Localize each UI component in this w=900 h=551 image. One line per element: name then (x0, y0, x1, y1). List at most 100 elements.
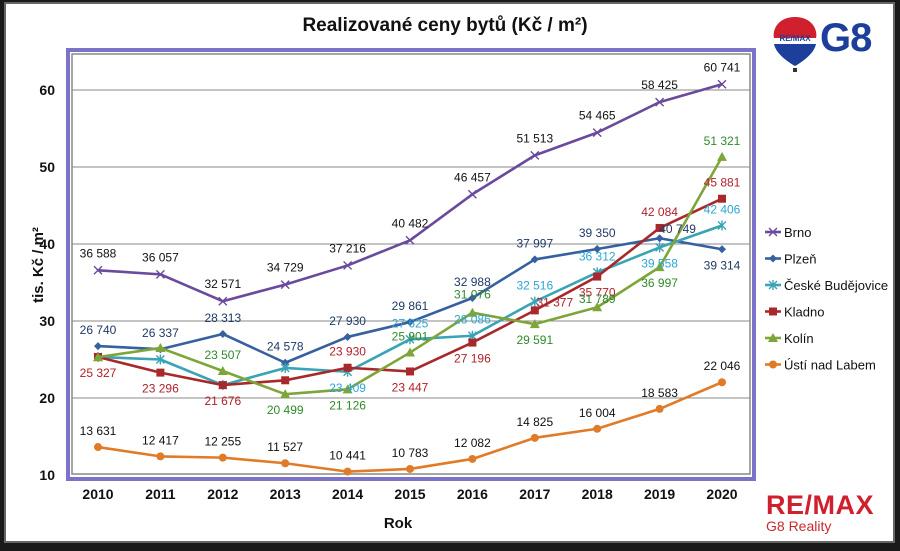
x-marker (655, 97, 665, 107)
x-axis-ticks: 2010 2011 2012 2013 2014 2015 2016 2017 2018 2019… (82, 486, 737, 502)
data-label: 45 881 (704, 176, 741, 190)
legend-item: Plzeň (765, 252, 817, 267)
data-label: 60 741 (704, 60, 741, 74)
square-marker (655, 223, 664, 232)
circle-marker (468, 454, 477, 463)
diamond-marker (281, 358, 290, 367)
data-label: 51 321 (704, 134, 741, 148)
legend-label: Brno (784, 225, 811, 240)
data-label: 36 312 (579, 249, 616, 263)
data-label: 32 988 (454, 275, 491, 289)
legend-item: Ústí nad Labem (765, 358, 876, 373)
data-label: 18 583 (641, 386, 678, 400)
data-label: 23 409 (329, 381, 366, 395)
data-label: 10 441 (329, 449, 366, 463)
data-label: 25 901 (392, 330, 429, 344)
legend-item: Kladno (765, 305, 824, 320)
circle-marker (406, 464, 414, 473)
series-kladno (94, 194, 726, 390)
star-marker (768, 280, 778, 290)
data-label: 54 465 (579, 109, 616, 123)
data-label: 36 588 (80, 246, 117, 260)
legend: Brno Plzeň České Budějovice Kladno Kolín Ústí… (765, 225, 888, 373)
triangle-marker (93, 352, 103, 362)
y-tick-label: 30 (39, 313, 55, 329)
chart-title: Realizované ceny bytů (Kč / m²) (302, 15, 587, 36)
diamond-marker (406, 318, 414, 327)
remax-g8-reality-logo: RE/MAX G8 Reality (760, 490, 895, 540)
remax-wordmark: RE/MAX (766, 490, 875, 520)
diamond-marker (530, 255, 539, 264)
x-marker (717, 79, 727, 89)
square-marker (281, 376, 290, 385)
y-tick-label: 10 (39, 467, 55, 483)
data-label: 34 729 (267, 261, 304, 275)
triangle-marker (405, 347, 415, 357)
data-label: 23 296 (142, 382, 179, 396)
legend-label: Kolín (784, 331, 814, 346)
triangle-marker (654, 262, 665, 272)
data-label: 31 377 (536, 295, 573, 309)
y-tick-label: 50 (39, 159, 55, 175)
legend-label: České Budějovice (784, 278, 888, 293)
data-label: 26 337 (142, 326, 179, 340)
plot-area (66, 48, 756, 481)
star-marker (717, 220, 727, 231)
data-label: 35 770 (579, 286, 616, 300)
diamond-marker (655, 234, 664, 243)
y-tick-label: 20 (39, 390, 55, 406)
x-marker (93, 265, 103, 275)
square-marker (769, 307, 777, 316)
circle-marker (156, 452, 165, 461)
data-label: 12 082 (454, 436, 491, 450)
diamond-marker (769, 254, 777, 263)
data-label: 21 676 (204, 394, 241, 408)
legend-item: Kolín (765, 331, 814, 346)
y-axis-label: tis. Kč / m² (30, 227, 47, 303)
triangle-marker (217, 365, 228, 375)
x-marker (405, 235, 415, 245)
legend-item: České Budějovice (765, 278, 888, 293)
legend-label: Ústí nad Labem (784, 358, 876, 373)
x-tick-label: 2010 (82, 486, 113, 502)
triangle-marker (529, 319, 540, 329)
data-label: 27 625 (392, 316, 429, 330)
series-kol-n (93, 151, 727, 399)
diamond-marker (718, 245, 726, 254)
x-tick-label: 2013 (270, 486, 301, 502)
data-label: 16 004 (579, 406, 616, 420)
square-marker (718, 194, 726, 203)
circle-marker (218, 453, 227, 462)
square-marker (593, 272, 602, 281)
legend-label: Kladno (784, 305, 824, 320)
data-label: 31 789 (579, 292, 616, 306)
data-label: 24 578 (267, 340, 304, 354)
circle-marker (593, 424, 602, 433)
triangle-marker (342, 384, 353, 394)
square-marker (343, 363, 352, 372)
balloon-icon (773, 17, 817, 72)
data-label: 26 740 (80, 323, 117, 337)
data-label: 27 196 (454, 352, 491, 366)
star-marker (655, 242, 665, 253)
circle-marker (343, 467, 352, 476)
x-marker (768, 227, 778, 237)
data-label: 39 350 (579, 226, 616, 240)
x-tick-label: 2016 (457, 486, 488, 502)
data-label: 27 930 (329, 314, 366, 328)
x-tick-label: 2011 (145, 486, 176, 502)
data-label: 21 126 (329, 398, 366, 412)
x-tick-label: 2017 (519, 486, 550, 502)
square-marker (156, 368, 165, 377)
data-label: 42 084 (641, 205, 678, 219)
circle-marker (94, 443, 102, 452)
x-marker (155, 269, 165, 279)
data-label: 25 327 (80, 366, 117, 380)
balloon-text: RE/MAX (779, 34, 811, 43)
data-label: 32 571 (204, 277, 241, 291)
circle-marker (655, 404, 664, 413)
x-marker (343, 260, 353, 270)
y-tick-label: 60 (39, 82, 55, 98)
star-marker (530, 296, 540, 307)
